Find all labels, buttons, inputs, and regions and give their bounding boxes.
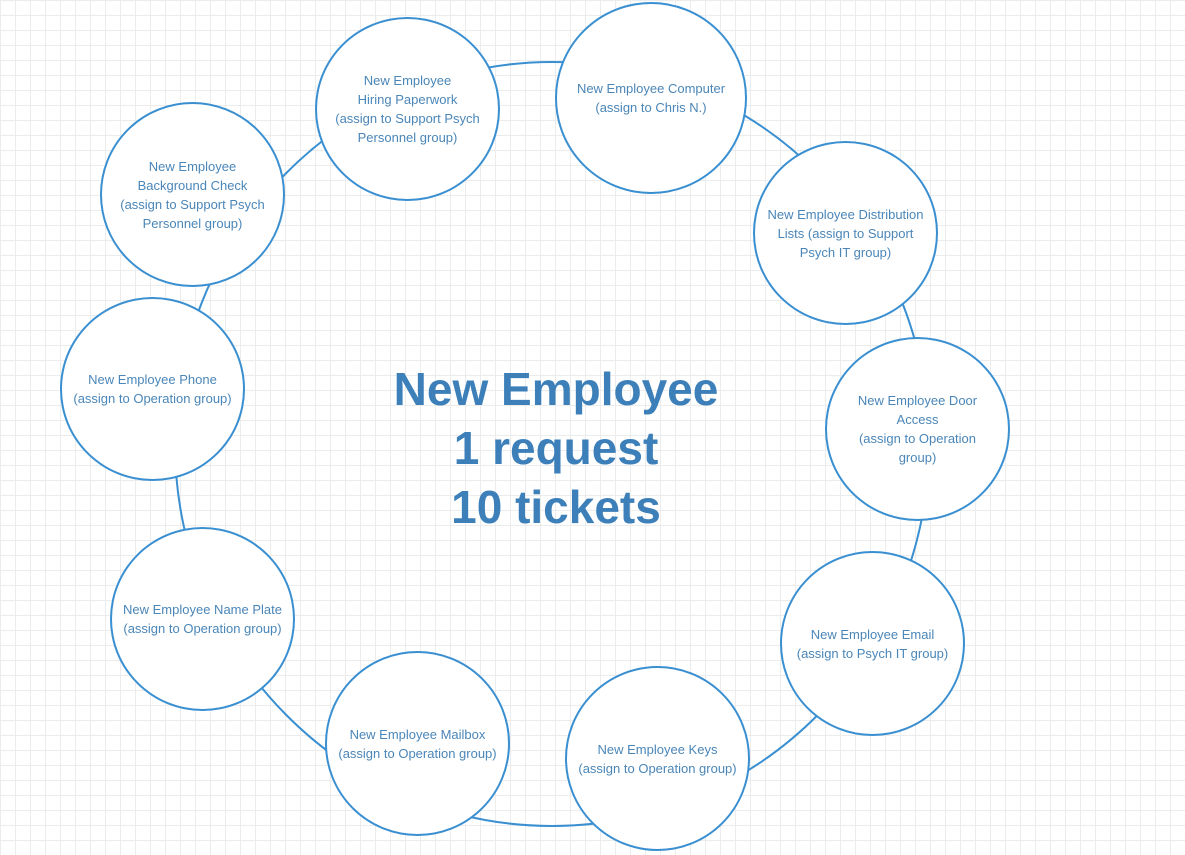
- node-keys[interactable]: New Employee Keys (assign to Operation g…: [565, 666, 750, 851]
- center-title-line-2: 1 request: [453, 422, 659, 474]
- center-title-line-3: 10 tickets: [451, 481, 661, 533]
- node-label-mailbox: New Employee Mailbox (assign to Operatio…: [338, 726, 497, 761]
- node-label-name-plate: New Employee Name Plate (assign to Opera…: [123, 602, 282, 636]
- center-title-line-1: New Employee: [393, 363, 719, 415]
- node-distribution-lists[interactable]: New Employee Distribution Lists (assign …: [753, 141, 938, 325]
- node-label-phone: New Employee Phone (assign to Operation …: [73, 372, 232, 406]
- node-label-door-access: New Employee Door Access (assign to Oper…: [857, 393, 978, 465]
- node-door-access[interactable]: New Employee Door Access (assign to Oper…: [825, 337, 1010, 521]
- node-phone[interactable]: New Employee Phone (assign to Operation …: [60, 297, 245, 481]
- node-label-distribution-lists: New Employee Distribution Lists (assign …: [767, 206, 924, 260]
- node-email[interactable]: New Employee Email (assign to Psych IT g…: [780, 551, 965, 736]
- node-label-keys: New Employee Keys (assign to Operation g…: [578, 741, 737, 776]
- node-label-background-check: New Employee Background Check (assign to…: [120, 158, 265, 231]
- node-background-check[interactable]: New Employee Background Check (assign to…: [100, 102, 285, 287]
- center-title: New Employee 1 request 10 tickets: [356, 360, 756, 537]
- node-name-plate[interactable]: New Employee Name Plate (assign to Opera…: [110, 527, 295, 711]
- node-computer[interactable]: New Employee Computer (assign to Chris N…: [555, 2, 747, 194]
- node-label-hiring-paperwork: New Employee Hiring Paperwork (assign to…: [335, 73, 480, 145]
- node-hiring-paperwork[interactable]: New Employee Hiring Paperwork (assign to…: [315, 17, 500, 201]
- node-label-email: New Employee Email (assign to Psych IT g…: [796, 626, 949, 661]
- node-label-computer: New Employee Computer (assign to Chris N…: [576, 81, 726, 115]
- node-mailbox[interactable]: New Employee Mailbox (assign to Operatio…: [325, 651, 510, 836]
